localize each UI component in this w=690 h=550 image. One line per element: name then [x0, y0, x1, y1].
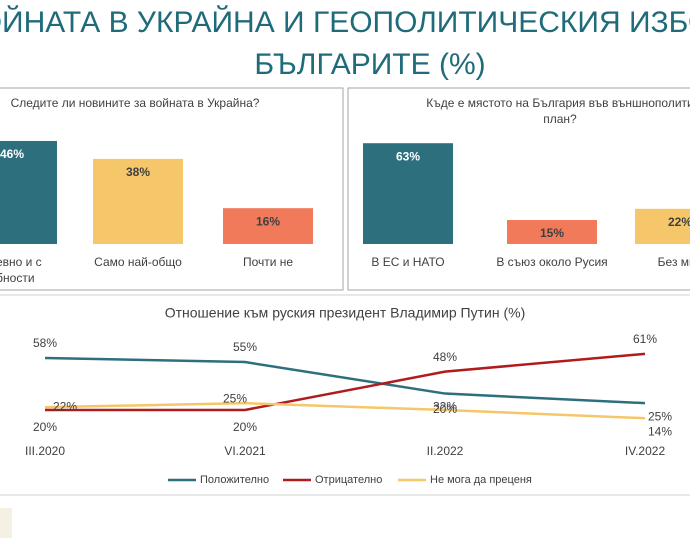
- category-label: В ЕС и НАТО: [371, 255, 444, 269]
- chart-title: Отношение към руския президент Владимир …: [165, 305, 526, 321]
- bar: [363, 143, 453, 244]
- value-label: 20%: [233, 420, 257, 434]
- value-label: 46%: [0, 147, 24, 161]
- legend-label: Отрицателно: [315, 474, 382, 486]
- category-label: Само най-общо: [94, 255, 182, 269]
- value-label: 16%: [256, 214, 280, 228]
- chart-title: Следите ли новините за войната в Украйна…: [11, 96, 260, 110]
- value-label: 38%: [126, 165, 150, 179]
- panel: [347, 87, 690, 291]
- bar: [507, 220, 597, 244]
- category-label: Почти не: [243, 255, 293, 269]
- x-tick-label: III.2020: [25, 444, 65, 458]
- chart-title: Къде е мястото на България във външнопол…: [426, 96, 690, 110]
- x-tick-label: II.2022: [427, 444, 464, 458]
- slide-title: БЪЛГАРИТЕ (%): [254, 48, 485, 81]
- value-label: 14%: [648, 424, 672, 438]
- x-tick-label: IV.2022: [625, 444, 666, 458]
- category-label: обности: [0, 271, 35, 285]
- category-label: Без мне: [658, 255, 690, 269]
- category-label: В съюз около Русия: [496, 255, 607, 269]
- value-label: 63%: [396, 149, 420, 163]
- legend-label: Положително: [200, 474, 269, 486]
- category-label: дневно и с: [0, 255, 42, 269]
- x-tick-label: VI.2021: [224, 444, 266, 458]
- value-label: 61%: [633, 332, 657, 346]
- slide-title: ОЙНАТА В УКРАЙНА И ГЕОПОЛИТИЧЕСКИЯ ИЗБО: [0, 5, 690, 39]
- value-label: 20%: [433, 402, 457, 416]
- bar: [635, 208, 690, 244]
- value-label: 55%: [233, 340, 257, 354]
- value-label: 15%: [540, 226, 564, 240]
- line: [45, 352, 646, 412]
- line: [44, 356, 646, 405]
- bar: [93, 158, 183, 244]
- panel: [0, 294, 690, 496]
- chart-title: план?: [543, 112, 577, 126]
- panel: [0, 87, 344, 291]
- value-label: 22%: [668, 215, 690, 229]
- value-label: 48%: [433, 350, 457, 364]
- value-label: 20%: [33, 420, 57, 434]
- line: [44, 401, 646, 420]
- value-label: 25%: [223, 391, 247, 405]
- value-label: 58%: [33, 336, 57, 350]
- value-label: 25%: [648, 409, 672, 423]
- value-label: 22%: [53, 399, 77, 413]
- bar: [223, 208, 313, 244]
- footer-box: [0, 508, 12, 538]
- bar: [0, 140, 57, 244]
- legend-label: Не мога да преценя: [430, 474, 532, 486]
